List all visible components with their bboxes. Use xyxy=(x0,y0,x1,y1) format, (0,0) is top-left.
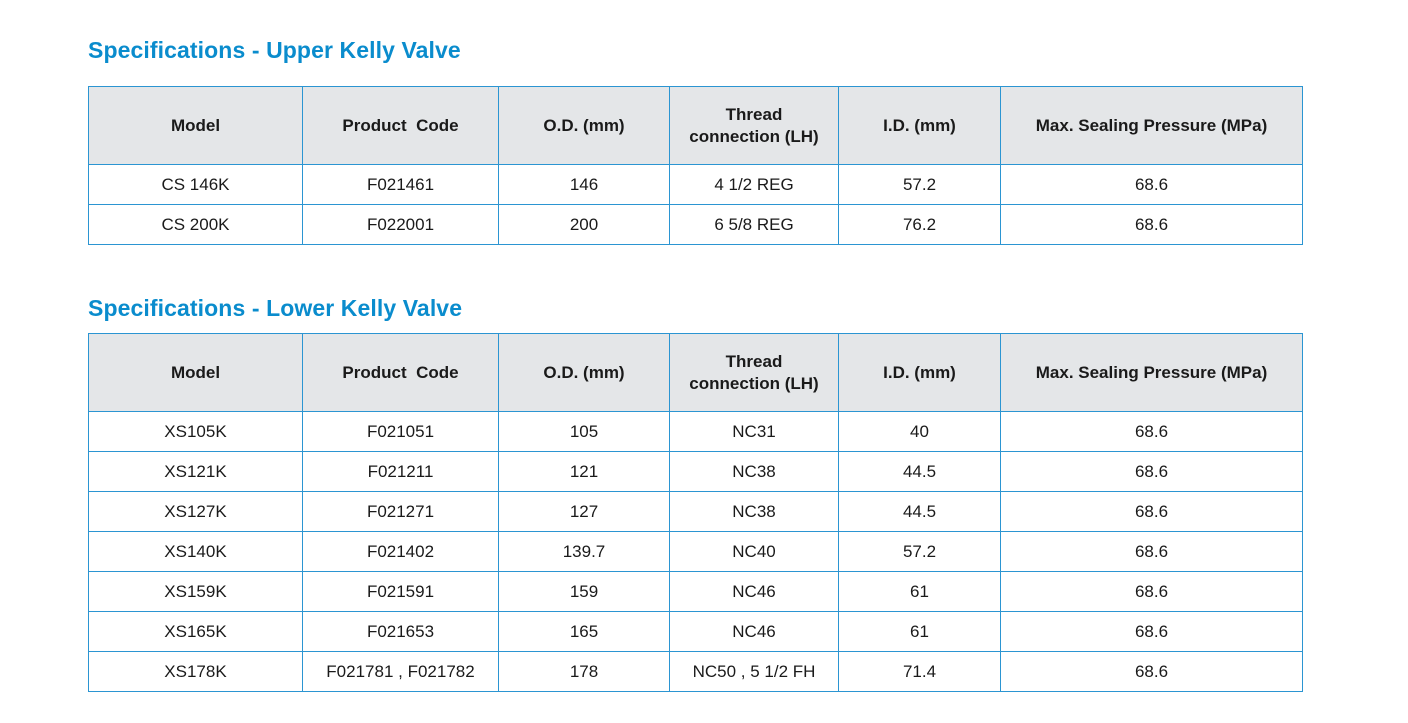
cell-model: XS159K xyxy=(88,571,303,612)
cell-od: 146 xyxy=(498,164,670,205)
lower-table-body: XS105K F021051 105 NC31 40 68.6 XS121K F021211 1… xyxy=(88,411,1303,692)
table-row: XS159K F021591 159 NC46 61 68.6 xyxy=(88,571,1303,612)
cell-product-code: F021461 xyxy=(302,164,499,205)
table-row: XS105K F021051 105 NC31 40 68.6 xyxy=(88,411,1303,452)
header-model: Model xyxy=(88,86,303,165)
cell-max-sealing-pressure: 68.6 xyxy=(1000,491,1303,532)
cell-od: 178 xyxy=(498,651,670,692)
cell-od: 165 xyxy=(498,611,670,652)
cell-max-sealing-pressure: 68.6 xyxy=(1000,651,1303,692)
header-id: I.D. (mm) xyxy=(838,86,1001,165)
header-id: I.D. (mm) xyxy=(838,333,1001,412)
cell-thread-connection: NC31 xyxy=(669,411,839,452)
cell-max-sealing-pressure: 68.6 xyxy=(1000,411,1303,452)
cell-product-code: F021781 , F021782 xyxy=(302,651,499,692)
upper-table-body: CS 146K F021461 146 4 1/2 REG 57.2 68.6 CS 200… xyxy=(88,164,1303,245)
lower-kelly-valve-title: Specifications - Lower Kelly Valve xyxy=(88,295,463,321)
table-row: CS 200K F022001 200 6 5/8 REG 76.2 68.6 xyxy=(88,204,1303,245)
header-product-code: Product Code xyxy=(302,333,499,412)
table-header-row: Model Product Code O.D. (mm) Thread conn… xyxy=(88,86,1303,165)
cell-model: XS121K xyxy=(88,451,303,492)
cell-thread-connection: NC38 xyxy=(669,491,839,532)
cell-thread-connection: NC40 xyxy=(669,531,839,572)
table-row: XS127K F021271 127 NC38 44.5 68.6 xyxy=(88,491,1303,532)
table-row: XS140K F021402 139.7 NC40 57.2 68.6 xyxy=(88,531,1303,572)
table-row: XS165K F021653 165 NC46 61 68.6 xyxy=(88,611,1303,652)
cell-thread-connection: NC50 , 5 1/2 FH xyxy=(669,651,839,692)
cell-od: 139.7 xyxy=(498,531,670,572)
cell-product-code: F021051 xyxy=(302,411,499,452)
table-row: XS178K F021781 , F021782 178 NC50 , 5 1/2 F… xyxy=(88,651,1303,692)
header-product-code: Product Code xyxy=(302,86,499,165)
cell-product-code: F021591 xyxy=(302,571,499,612)
cell-od: 105 xyxy=(498,411,670,452)
cell-od: 121 xyxy=(498,451,670,492)
cell-id: 44.5 xyxy=(838,451,1001,492)
cell-product-code: F021211 xyxy=(302,451,499,492)
cell-max-sealing-pressure: 68.6 xyxy=(1000,531,1303,572)
cell-max-sealing-pressure: 68.6 xyxy=(1000,164,1303,205)
cell-model: XS178K xyxy=(88,651,303,692)
table-row: CS 146K F021461 146 4 1/2 REG 57.2 68.6 xyxy=(88,164,1303,205)
cell-product-code: F021653 xyxy=(302,611,499,652)
cell-od: 127 xyxy=(498,491,670,532)
cell-id: 44.5 xyxy=(838,491,1001,532)
upper-kelly-valve-table: Model Product Code O.D. (mm) Thread conn… xyxy=(88,86,1303,245)
cell-model: XS165K xyxy=(88,611,303,652)
lower-kelly-valve-table: Model Product Code O.D. (mm) Thread conn… xyxy=(88,333,1303,692)
cell-model: CS 146K xyxy=(88,164,303,205)
cell-model: XS127K xyxy=(88,491,303,532)
header-model: Model xyxy=(88,333,303,412)
cell-od: 159 xyxy=(498,571,670,612)
cell-max-sealing-pressure: 68.6 xyxy=(1000,571,1303,612)
header-thread-connection: Thread connection (LH) xyxy=(669,86,839,165)
table-header-row: Model Product Code O.D. (mm) Thread conn… xyxy=(88,333,1303,412)
cell-thread-connection: NC38 xyxy=(669,451,839,492)
cell-thread-connection: 6 5/8 REG xyxy=(669,204,839,245)
header-od: O.D. (mm) xyxy=(498,333,670,412)
header-thread-line2: connection (LH) xyxy=(689,373,819,393)
cell-id: 61 xyxy=(838,611,1001,652)
cell-id: 71.4 xyxy=(838,651,1001,692)
cell-product-code: F021402 xyxy=(302,531,499,572)
header-od: O.D. (mm) xyxy=(498,86,670,165)
cell-model: XS140K xyxy=(88,531,303,572)
header-max-sealing-pressure: Max. Sealing Pressure (MPa) xyxy=(1000,333,1303,412)
header-thread-line1: Thread xyxy=(725,104,783,124)
cell-id: 61 xyxy=(838,571,1001,612)
cell-model: CS 200K xyxy=(88,204,303,245)
cell-model: XS105K xyxy=(88,411,303,452)
header-thread-line2: connection (LH) xyxy=(689,126,819,146)
cell-max-sealing-pressure: 68.6 xyxy=(1000,204,1303,245)
cell-thread-connection: NC46 xyxy=(669,611,839,652)
cell-max-sealing-pressure: 68.6 xyxy=(1000,451,1303,492)
upper-kelly-valve-title: Specifications - Upper Kelly Valve xyxy=(88,37,461,63)
cell-thread-connection: NC46 xyxy=(669,571,839,612)
cell-product-code: F021271 xyxy=(302,491,499,532)
table-row: XS121K F021211 121 NC38 44.5 68.6 xyxy=(88,451,1303,492)
cell-id: 57.2 xyxy=(838,531,1001,572)
cell-product-code: F022001 xyxy=(302,204,499,245)
cell-od: 200 xyxy=(498,204,670,245)
cell-id: 76.2 xyxy=(838,204,1001,245)
cell-thread-connection: 4 1/2 REG xyxy=(669,164,839,205)
header-max-sealing-pressure: Max. Sealing Pressure (MPa) xyxy=(1000,86,1303,165)
header-thread-line1: Thread xyxy=(725,351,783,371)
cell-id: 40 xyxy=(838,411,1001,452)
header-thread-connection: Thread connection (LH) xyxy=(669,333,839,412)
cell-max-sealing-pressure: 68.6 xyxy=(1000,611,1303,652)
cell-id: 57.2 xyxy=(838,164,1001,205)
